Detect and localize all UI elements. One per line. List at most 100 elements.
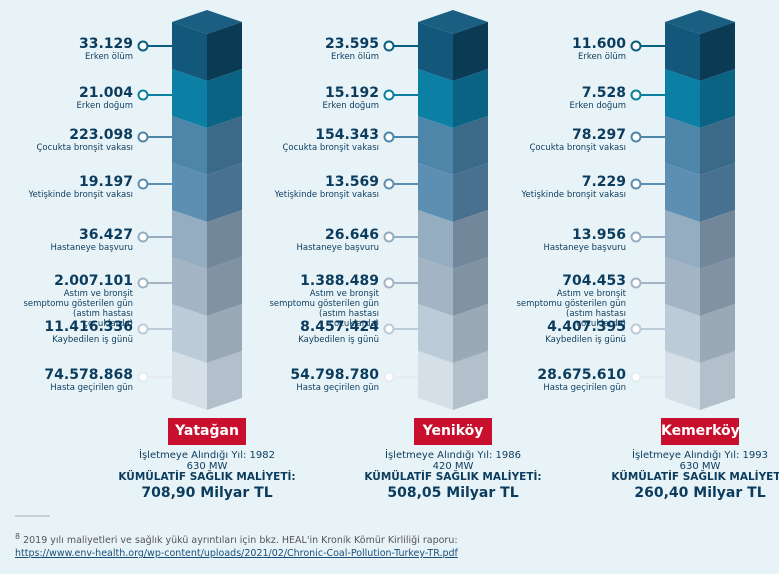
cube-right xyxy=(453,163,488,222)
item-value: 74.578.868 xyxy=(44,367,133,383)
marker xyxy=(383,231,395,243)
item-value: 11.416.336 xyxy=(44,319,133,335)
item: 54.798.780 Hasta geçirilen gün xyxy=(229,367,379,393)
cube-left xyxy=(418,257,453,316)
item-label: Kaybedilen iş günü xyxy=(545,335,626,345)
item-label: Astım ve bronşit semptomu gösterilen gün… xyxy=(269,289,379,329)
item-label: Erken ölüm xyxy=(330,52,379,62)
cube-right xyxy=(207,257,242,316)
marker xyxy=(383,131,395,143)
item-label: Astım ve bronşit semptomu gösterilen gün… xyxy=(23,289,133,329)
item: 21.004 Erken doğum xyxy=(0,85,133,111)
cube-left xyxy=(665,351,700,410)
item: 15.192 Erken doğum xyxy=(229,85,379,111)
marker xyxy=(383,40,395,52)
cube-right xyxy=(453,351,488,410)
cube-left xyxy=(172,22,207,81)
item: 154.343 Çocukta bronşit vakası xyxy=(229,127,380,153)
item-value: 2.007.101 xyxy=(54,273,133,289)
item: 28.675.610 Hasta geçirilen gün xyxy=(476,367,626,393)
item-label: Hasta geçirilen gün xyxy=(296,383,379,393)
item-label: Kaybedilen iş günü xyxy=(298,335,379,345)
item: 33.129 Erken ölüm xyxy=(0,36,133,62)
cost-label: KÜMÜLATİF SAĞLIK MALİYETİ: xyxy=(611,471,779,483)
marker xyxy=(383,371,395,383)
item: 4.407.395 Kaybedilen iş günü xyxy=(476,319,626,345)
marker xyxy=(383,277,395,289)
cube-left xyxy=(172,304,207,363)
item-label: Çocukta bronşit vakası xyxy=(282,143,380,153)
cube-right xyxy=(700,163,735,222)
marker xyxy=(137,277,149,289)
marker xyxy=(630,323,642,335)
item-label: Çocukta bronşit vakası xyxy=(529,143,627,153)
marker xyxy=(137,89,149,101)
cube-left xyxy=(665,163,700,222)
cube-right xyxy=(700,210,735,269)
commission-year: İşletmeye Alındığı Yıl: 1982 xyxy=(139,450,275,461)
cube-right xyxy=(453,210,488,269)
item: 1.388.489 Astım ve bronşit semptomu göste… xyxy=(229,273,379,329)
cost-label: KÜMÜLATİF SAĞLIK MALİYETİ: xyxy=(118,471,296,483)
plant-info: İşletmeye Alındığı Yıl: 1982 630 MW KÜMÜLA… xyxy=(107,450,307,503)
item-value: 36.427 xyxy=(78,227,133,243)
cube-left xyxy=(418,163,453,222)
capacity: 630 MW xyxy=(679,461,721,472)
item-label: Erken doğum xyxy=(76,101,133,111)
cost-label: KÜMÜLATİF SAĞLIK MALİYETİ: xyxy=(364,471,542,483)
cube-right xyxy=(453,22,488,81)
commission-year: İşletmeye Alındığı Yıl: 1993 xyxy=(632,450,768,461)
footnote-link[interactable]: https://www.env-health.org/wp-content/up… xyxy=(15,548,458,560)
item-value: 26.646 xyxy=(324,227,379,243)
item-value: 54.798.780 xyxy=(290,367,379,383)
item: 74.578.868 Hasta geçirilen gün xyxy=(0,367,133,393)
cube-left xyxy=(172,69,207,128)
item: 11.600 Erken ölüm xyxy=(476,36,626,62)
cube-right xyxy=(700,351,735,410)
cube-right xyxy=(700,257,735,316)
item-label: Yetişkinde bronşit vakası xyxy=(521,190,626,200)
item: 7.528 Erken doğum xyxy=(476,85,626,111)
cube-left xyxy=(665,116,700,175)
item-label: Erken ölüm xyxy=(84,52,133,62)
item-value: 13.956 xyxy=(571,227,626,243)
footnote-marker: 8 xyxy=(15,532,21,541)
cube-right xyxy=(700,116,735,175)
plant-info: İşletmeye Alındığı Yıl: 1993 630 MW KÜMÜLA… xyxy=(600,450,779,503)
marker xyxy=(630,371,642,383)
marker xyxy=(137,371,149,383)
item-label: Hastaneye başvuru xyxy=(543,243,626,253)
item-label: Erken doğum xyxy=(322,101,379,111)
item-value: 15.192 xyxy=(324,85,379,101)
marker xyxy=(383,323,395,335)
marker xyxy=(630,178,642,190)
cube-right xyxy=(207,69,242,128)
cube-right xyxy=(700,304,735,363)
item-value: 223.098 xyxy=(69,127,133,143)
plant-name: Kemerköy xyxy=(661,418,740,445)
plant-info: İşletmeye Alındığı Yıl: 1986 420 MW KÜMÜLA… xyxy=(353,450,553,503)
capacity: 630 MW xyxy=(186,461,228,472)
marker xyxy=(383,178,395,190)
cube-left xyxy=(172,257,207,316)
cube-right xyxy=(207,304,242,363)
commission-year: İşletmeye Alındığı Yıl: 1986 xyxy=(385,450,521,461)
cube-left xyxy=(418,22,453,81)
item-label: Astım ve bronşit semptomu gösterilen gün… xyxy=(516,289,626,329)
item: 26.646 Hastaneye başvuru xyxy=(229,227,379,253)
item: 13.569 Yetişkinde bronşit vakası xyxy=(229,174,379,200)
marker xyxy=(137,323,149,335)
cube-right xyxy=(207,351,242,410)
item: 36.427 Hastaneye başvuru xyxy=(0,227,133,253)
marker xyxy=(137,40,149,52)
item-value: 28.675.610 xyxy=(537,367,626,383)
plant-name: Yeniköy xyxy=(414,418,492,445)
cube-left xyxy=(665,257,700,316)
cube-left xyxy=(418,304,453,363)
item: 23.595 Erken ölüm xyxy=(229,36,379,62)
item-label: Kaybedilen iş günü xyxy=(52,335,133,345)
cube-left xyxy=(665,22,700,81)
item-value: 154.343 xyxy=(315,127,379,143)
item: 7.229 Yetişkinde bronşit vakası xyxy=(476,174,626,200)
